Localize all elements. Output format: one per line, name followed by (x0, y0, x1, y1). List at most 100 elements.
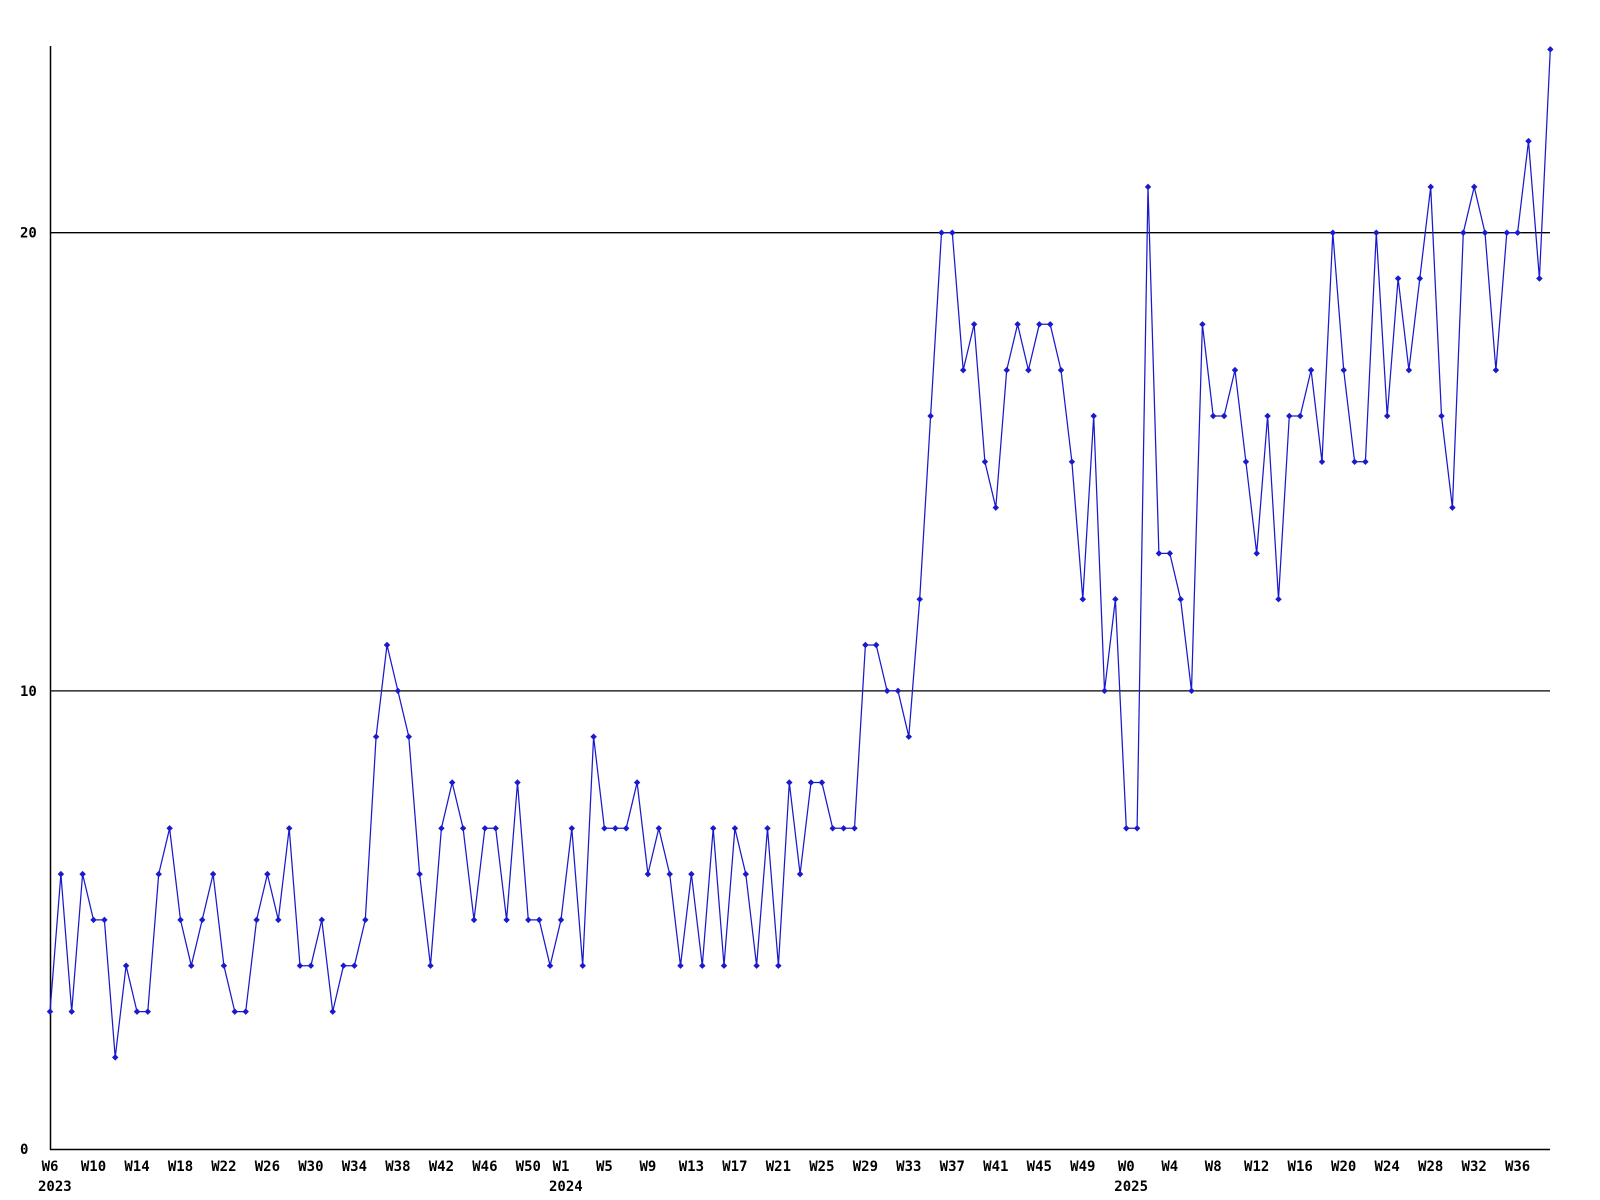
data-point (829, 825, 836, 832)
data-point (557, 916, 565, 924)
data-point (525, 916, 532, 924)
data-point (1025, 366, 1032, 374)
data-point (1416, 275, 1424, 282)
data-point (612, 825, 619, 832)
data-point (579, 962, 586, 969)
data-point (1492, 366, 1500, 374)
data-point (959, 366, 967, 374)
data-point (340, 962, 347, 969)
data-point (764, 825, 771, 832)
year-label-2024: 2024 (549, 1179, 583, 1195)
data-point (1242, 458, 1250, 466)
x-tick-label-W41: W41 (983, 1159, 1008, 1175)
data-point (79, 870, 86, 878)
x-tick-label-W13: W13 (679, 1159, 704, 1175)
data-point (188, 962, 195, 969)
data-point (1275, 595, 1282, 603)
data-point (459, 825, 467, 832)
data-point (1547, 46, 1554, 53)
data-point (1264, 412, 1271, 420)
x-tick-label-W46: W46 (472, 1159, 497, 1175)
data-point (166, 825, 173, 832)
data-point (872, 641, 880, 649)
x-tick-label-W26: W26 (255, 1159, 280, 1175)
data-point (1253, 550, 1260, 557)
data-point (264, 870, 271, 878)
data-point (101, 916, 108, 924)
x-tick-label-W9: W9 (639, 1159, 656, 1175)
data-point (1340, 366, 1347, 374)
x-tick-label-W38: W38 (385, 1159, 410, 1175)
y-tick-label-20: 20 (20, 226, 37, 242)
data-point (481, 825, 489, 832)
data-point (709, 825, 717, 832)
data-point (731, 825, 739, 832)
x-tick-label-W8: W8 (1205, 1159, 1222, 1175)
data-point (905, 733, 913, 740)
y-tick-label-0: 0 (20, 1142, 28, 1158)
data-point (699, 962, 706, 969)
x-tick-label-W16: W16 (1288, 1159, 1313, 1175)
x-tick-label-W21: W21 (766, 1159, 791, 1175)
data-point (133, 1008, 141, 1015)
data-point (362, 916, 369, 924)
data-point (1101, 687, 1108, 695)
data-point (253, 916, 260, 924)
data-point (742, 870, 750, 878)
data-point (590, 733, 597, 740)
data-point (655, 825, 663, 832)
data-point (916, 595, 923, 603)
data-point (514, 779, 521, 786)
data-point (57, 870, 65, 878)
data-point (394, 687, 402, 695)
data-point (231, 1008, 239, 1015)
data-point (1296, 412, 1304, 420)
data-point (1405, 366, 1413, 374)
x-tick-label-W17: W17 (722, 1159, 747, 1175)
data-point (46, 1008, 54, 1015)
x-tick-label-W20: W20 (1331, 1159, 1356, 1175)
data-point (1199, 321, 1206, 328)
data-point (1373, 229, 1380, 236)
data-point (1209, 412, 1217, 420)
x-tick-label-W22: W22 (211, 1159, 236, 1175)
data-point (1057, 366, 1065, 374)
x-axis-tick-labels: W6 W10 W14 W18 W22 W26 W30 W34 W38 W42 W46 W50 W1 W5 W… (42, 1159, 1531, 1175)
data-point (372, 733, 380, 740)
data-point (1307, 366, 1315, 374)
data-point (470, 916, 478, 924)
data-point (296, 962, 304, 969)
data-point (68, 1008, 75, 1015)
data-point (938, 229, 945, 236)
data-point (448, 779, 456, 786)
data-point (1090, 412, 1097, 420)
data-point (177, 916, 184, 924)
data-point (329, 1008, 336, 1015)
data-point (492, 825, 499, 832)
data-point (1144, 183, 1152, 191)
data-point (1394, 275, 1402, 282)
data-point (416, 870, 423, 878)
data-point (644, 870, 652, 878)
data-point (285, 825, 293, 832)
data-point (1046, 321, 1054, 328)
data-point (1449, 504, 1456, 511)
x-tick-label-W6: W6 (42, 1159, 59, 1175)
data-point (1427, 183, 1434, 191)
data-point (720, 962, 728, 969)
axes (49, 46, 1550, 1151)
x-axis-year-labels: 2023 2024 2025 (38, 1179, 1148, 1195)
x-tick-label-W18: W18 (168, 1159, 193, 1175)
data-point (242, 1008, 249, 1015)
x-tick-label-W0: W0 (1118, 1159, 1135, 1175)
data-point (883, 687, 891, 695)
series-polyline (49, 49, 1551, 1059)
data-point (209, 870, 217, 878)
x-tick-label-W29: W29 (853, 1159, 878, 1175)
x-tick-label-W50: W50 (516, 1159, 541, 1175)
x-tick-label-W5: W5 (596, 1159, 613, 1175)
data-point (796, 870, 804, 878)
x-tick-label-W34: W34 (342, 1159, 367, 1175)
x-tick-label-W36: W36 (1505, 1159, 1530, 1175)
